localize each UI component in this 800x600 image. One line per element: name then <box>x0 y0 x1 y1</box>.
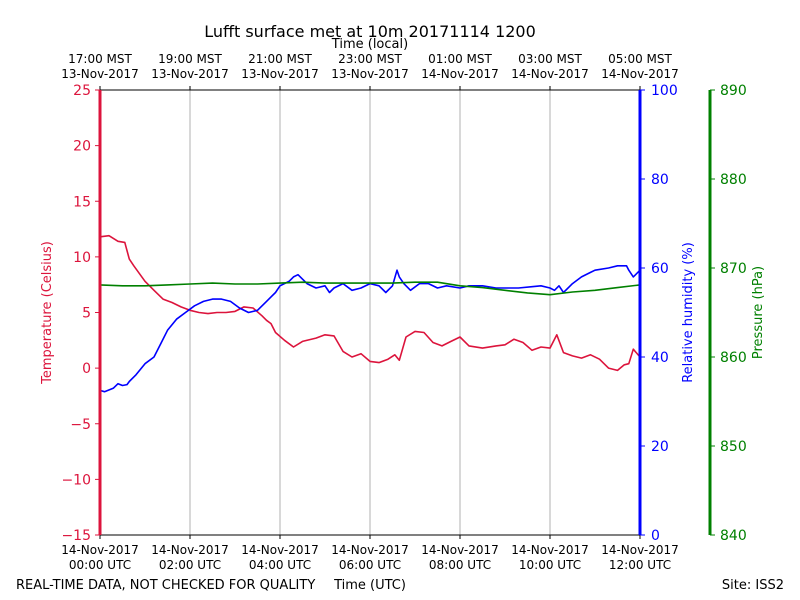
bottom-tick-date: 14-Nov-2017 <box>61 543 139 557</box>
pressure-tick-label: 850 <box>720 439 747 455</box>
humidity-tick-label: 60 <box>651 261 669 277</box>
pressure-tick-label: 870 <box>720 261 747 277</box>
top-tick-time: 21:00 MST <box>248 52 312 66</box>
temperature-tick-label: 20 <box>73 139 91 155</box>
temperature-axis-label: Temperature (Celsius) <box>40 241 55 385</box>
temperature-tick-label: 15 <box>73 194 91 210</box>
humidity-axis-label: Relative humidity (%) <box>681 242 696 383</box>
humidity-tick-label: 100 <box>651 83 678 99</box>
bottom-tick-date: 14-Nov-2017 <box>151 543 229 557</box>
temperature-tick-label: −15 <box>61 528 91 544</box>
humidity-tick-label: 80 <box>651 172 669 188</box>
humidity-tick-label: 40 <box>651 350 669 366</box>
bottom-tick-date: 14-Nov-2017 <box>601 543 679 557</box>
vertical-gridlines <box>189 90 551 535</box>
humidity-tick-label: 0 <box>651 528 660 544</box>
top-tick-date: 14-Nov-2017 <box>511 67 589 81</box>
bottom-tick-time: 00:00 UTC <box>69 558 131 572</box>
bottom-tick-date: 14-Nov-2017 <box>331 543 409 557</box>
temperature-tick-label: 0 <box>82 361 91 377</box>
pressure-tick-label: 860 <box>720 350 747 366</box>
temperature-tick-label: 10 <box>73 250 91 266</box>
bottom-tick-time: 02:00 UTC <box>159 558 221 572</box>
top-tick-time: 05:00 MST <box>608 52 672 66</box>
chart-title: Lufft surface met at 10m 20171114 1200 <box>204 22 536 41</box>
series-line-rh <box>99 264 641 393</box>
bottom-tick-date: 14-Nov-2017 <box>421 543 499 557</box>
top-tick-time: 23:00 MST <box>338 52 402 66</box>
x-axis-label: Time (UTC) <box>333 578 406 593</box>
top-tick-date: 13-Nov-2017 <box>241 67 319 81</box>
bottom-tick-time: 06:00 UTC <box>339 558 401 572</box>
top-tick-date: 13-Nov-2017 <box>61 67 139 81</box>
series-lines <box>99 234 641 393</box>
top-tick-date: 14-Nov-2017 <box>421 67 499 81</box>
top-tick-date: 14-Nov-2017 <box>601 67 679 81</box>
series-line-pres <box>99 281 641 296</box>
site-label: Site: ISS2 <box>722 578 784 593</box>
top-tick-time: 01:00 MST <box>428 52 492 66</box>
temperature-tick-label: −5 <box>70 417 91 433</box>
temperature-tick-label: −10 <box>61 472 91 488</box>
quality-warning: REAL-TIME DATA, NOT CHECKED FOR QUALITY <box>16 578 315 593</box>
series-line-temp <box>99 234 641 372</box>
bottom-tick-time: 12:00 UTC <box>609 558 671 572</box>
pressure-tick-label: 840 <box>720 528 747 544</box>
pressure-axis-label: Pressure (hPa) <box>751 266 766 359</box>
top-tick-time: 19:00 MST <box>158 52 222 66</box>
bottom-tick-date: 14-Nov-2017 <box>241 543 319 557</box>
top-tick-time: 17:00 MST <box>68 52 132 66</box>
top-axis-label: Time (local) <box>331 37 408 52</box>
pressure-tick-label: 890 <box>720 83 747 99</box>
top-tick-time: 03:00 MST <box>518 52 582 66</box>
bottom-tick-date: 14-Nov-2017 <box>511 543 589 557</box>
bottom-tick-time: 08:00 UTC <box>429 558 491 572</box>
pressure-tick-label: 880 <box>720 172 747 188</box>
humidity-tick-label: 20 <box>651 439 669 455</box>
temperature-tick-label: 25 <box>73 83 91 99</box>
top-tick-date: 13-Nov-2017 <box>151 67 229 81</box>
top-tick-date: 13-Nov-2017 <box>331 67 409 81</box>
bottom-tick-time: 10:00 UTC <box>519 558 581 572</box>
temperature-tick-label: 5 <box>82 306 91 322</box>
bottom-tick-time: 04:00 UTC <box>249 558 311 572</box>
